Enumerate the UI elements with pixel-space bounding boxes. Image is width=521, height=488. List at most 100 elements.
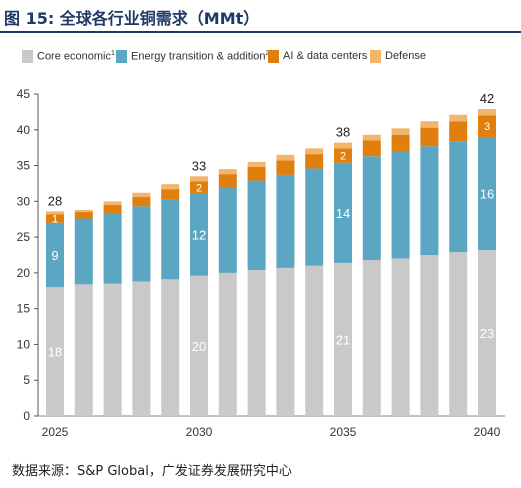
bar-segment-ai-data-centers — [276, 160, 295, 175]
total-value-label: 42 — [480, 91, 494, 106]
segment-value-label: 18 — [48, 345, 62, 360]
y-tick-label: 30 — [17, 194, 31, 208]
bar-segment-defense — [276, 154, 295, 161]
bar-segment-core-economic — [247, 270, 266, 416]
bar-segment-ai-data-centers — [132, 197, 151, 207]
legend-label-ai-data-centers: AI & data centers — [283, 50, 368, 62]
bar-segment-ai-data-centers — [161, 189, 180, 200]
bar-segment-core-economic — [362, 260, 381, 416]
title-divider — [0, 31, 521, 33]
bar-segment-energy-transition-addition — [449, 141, 468, 253]
x-tick-label: 2025 — [42, 425, 69, 439]
bar-segment-core-economic — [46, 287, 64, 416]
bar-segment-energy-transition-addition — [161, 199, 180, 280]
bar-segment-defense — [74, 209, 93, 213]
bar-segment-ai-data-centers — [74, 212, 93, 219]
total-value-label: 33 — [192, 158, 206, 173]
legend-swatch-ai-data-centers — [268, 49, 279, 63]
bar-segment-core-economic — [391, 258, 410, 416]
bar-segment-energy-transition-addition — [103, 213, 122, 284]
bar-segment-defense — [478, 109, 496, 116]
bar-segment-energy-transition-addition — [305, 168, 324, 266]
legend-item-ai-data-centers: AI & data centers — [268, 48, 367, 64]
bar-segment-core-economic — [132, 281, 151, 416]
figure-title: 图 15: 全球各行业铜需求（MMt） — [4, 9, 260, 28]
bar-segment-ai-data-centers — [449, 121, 468, 142]
legend-label-core-economic: Core economic1 — [37, 49, 115, 63]
bar-segment-energy-transition-addition — [276, 174, 295, 268]
y-tick-label: 45 — [17, 87, 31, 101]
legend-item-energy-transition: Energy transition & addition2 — [116, 48, 269, 64]
figure-source: 数据来源：S&P Global，广发证券发展研究中心 — [12, 464, 292, 479]
legend-item-defense: Defense — [370, 48, 426, 64]
legend-swatch-energy-transition — [116, 49, 127, 63]
bar-segment-energy-transition-addition — [420, 146, 439, 255]
total-value-label: 28 — [48, 193, 62, 208]
legend-swatch-core-economic — [22, 49, 33, 63]
y-tick-label: 35 — [17, 159, 31, 173]
bar-segment-ai-data-centers — [305, 154, 324, 169]
segment-value-label: 2 — [196, 182, 202, 194]
segment-labels: 18 9 1 20 12 2 21 14 2 23 16 3 — [48, 121, 494, 359]
bar-segment-core-economic — [334, 262, 352, 416]
bar-segment-core-economic — [74, 284, 93, 416]
bar-segment-ai-data-centers — [247, 166, 266, 181]
x-axis: 2025 2030 2035 2040 — [38, 415, 505, 439]
bar-segment-ai-data-centers — [103, 204, 122, 214]
bar-segment-defense — [161, 184, 180, 190]
chart-legend: Core economic1 Energy transition & addit… — [22, 48, 517, 72]
segment-value-label: 9 — [51, 248, 58, 263]
bar-segment-ai-data-centers — [334, 148, 352, 163]
bar-segment-energy-transition-addition — [334, 162, 352, 263]
bar-segment-energy-transition-addition — [391, 151, 410, 259]
bar-segment-core-economic — [305, 265, 324, 416]
bar-segment-ai-data-centers — [478, 115, 496, 137]
segment-value-label: 20 — [192, 339, 206, 354]
bar-segment-energy-transition-addition — [218, 187, 237, 273]
bar-segment-defense — [132, 192, 151, 198]
y-tick-label: 25 — [17, 230, 31, 244]
y-axis: 0 5 10 15 20 25 30 35 40 45 — [17, 87, 39, 423]
figure-header: 图 15: 全球各行业铜需求（MMt） — [0, 0, 521, 33]
bar-segment-core-economic — [276, 267, 295, 416]
bar-segment-defense — [334, 142, 352, 149]
segment-value-label: 12 — [192, 228, 206, 243]
y-tick-label: 15 — [17, 302, 31, 316]
segment-value-label: 23 — [480, 326, 494, 341]
bar-segment-energy-transition-addition — [478, 136, 496, 250]
bar-segment-core-economic — [449, 252, 468, 416]
y-tick-label: 20 — [17, 266, 31, 280]
bar-segment-ai-data-centers — [420, 127, 439, 147]
bar-segment-defense — [449, 114, 468, 122]
total-value-label: 38 — [336, 125, 350, 140]
bar-segment-core-economic — [420, 255, 439, 416]
legend-label-defense: Defense — [385, 50, 426, 62]
y-tick-label: 0 — [23, 409, 30, 423]
bar-segment-ai-data-centers — [190, 181, 208, 194]
y-tick-label: 5 — [23, 373, 30, 387]
bar-segment-energy-transition-addition — [362, 156, 381, 261]
bar-segment-ai-data-centers — [218, 174, 237, 188]
bar-segment-core-economic — [190, 275, 208, 416]
bar-segment-energy-transition-addition — [46, 222, 64, 288]
bar-segment-defense — [305, 148, 324, 155]
bar-segment-defense — [391, 128, 410, 135]
bar-segment-core-economic — [103, 283, 122, 416]
segment-value-label: 2 — [340, 151, 346, 163]
bar-segment-energy-transition-addition — [74, 218, 93, 285]
bar-segment-defense — [247, 161, 266, 167]
bar-segment-defense — [190, 176, 208, 182]
bar-segment-core-economic — [218, 272, 237, 416]
bar-segment-defense — [218, 169, 237, 175]
bar-segment-ai-data-centers — [46, 214, 64, 223]
bar-segment-defense — [362, 134, 381, 141]
bar-segment-defense — [46, 211, 64, 215]
x-tick-label: 2040 — [474, 425, 501, 439]
bars — [46, 109, 496, 416]
bar-segment-energy-transition-addition — [247, 180, 266, 271]
bar-segment-ai-data-centers — [362, 140, 381, 157]
segment-value-label: 16 — [480, 186, 494, 201]
segment-value-label: 1 — [52, 214, 58, 226]
y-tick-label: 40 — [17, 123, 31, 137]
